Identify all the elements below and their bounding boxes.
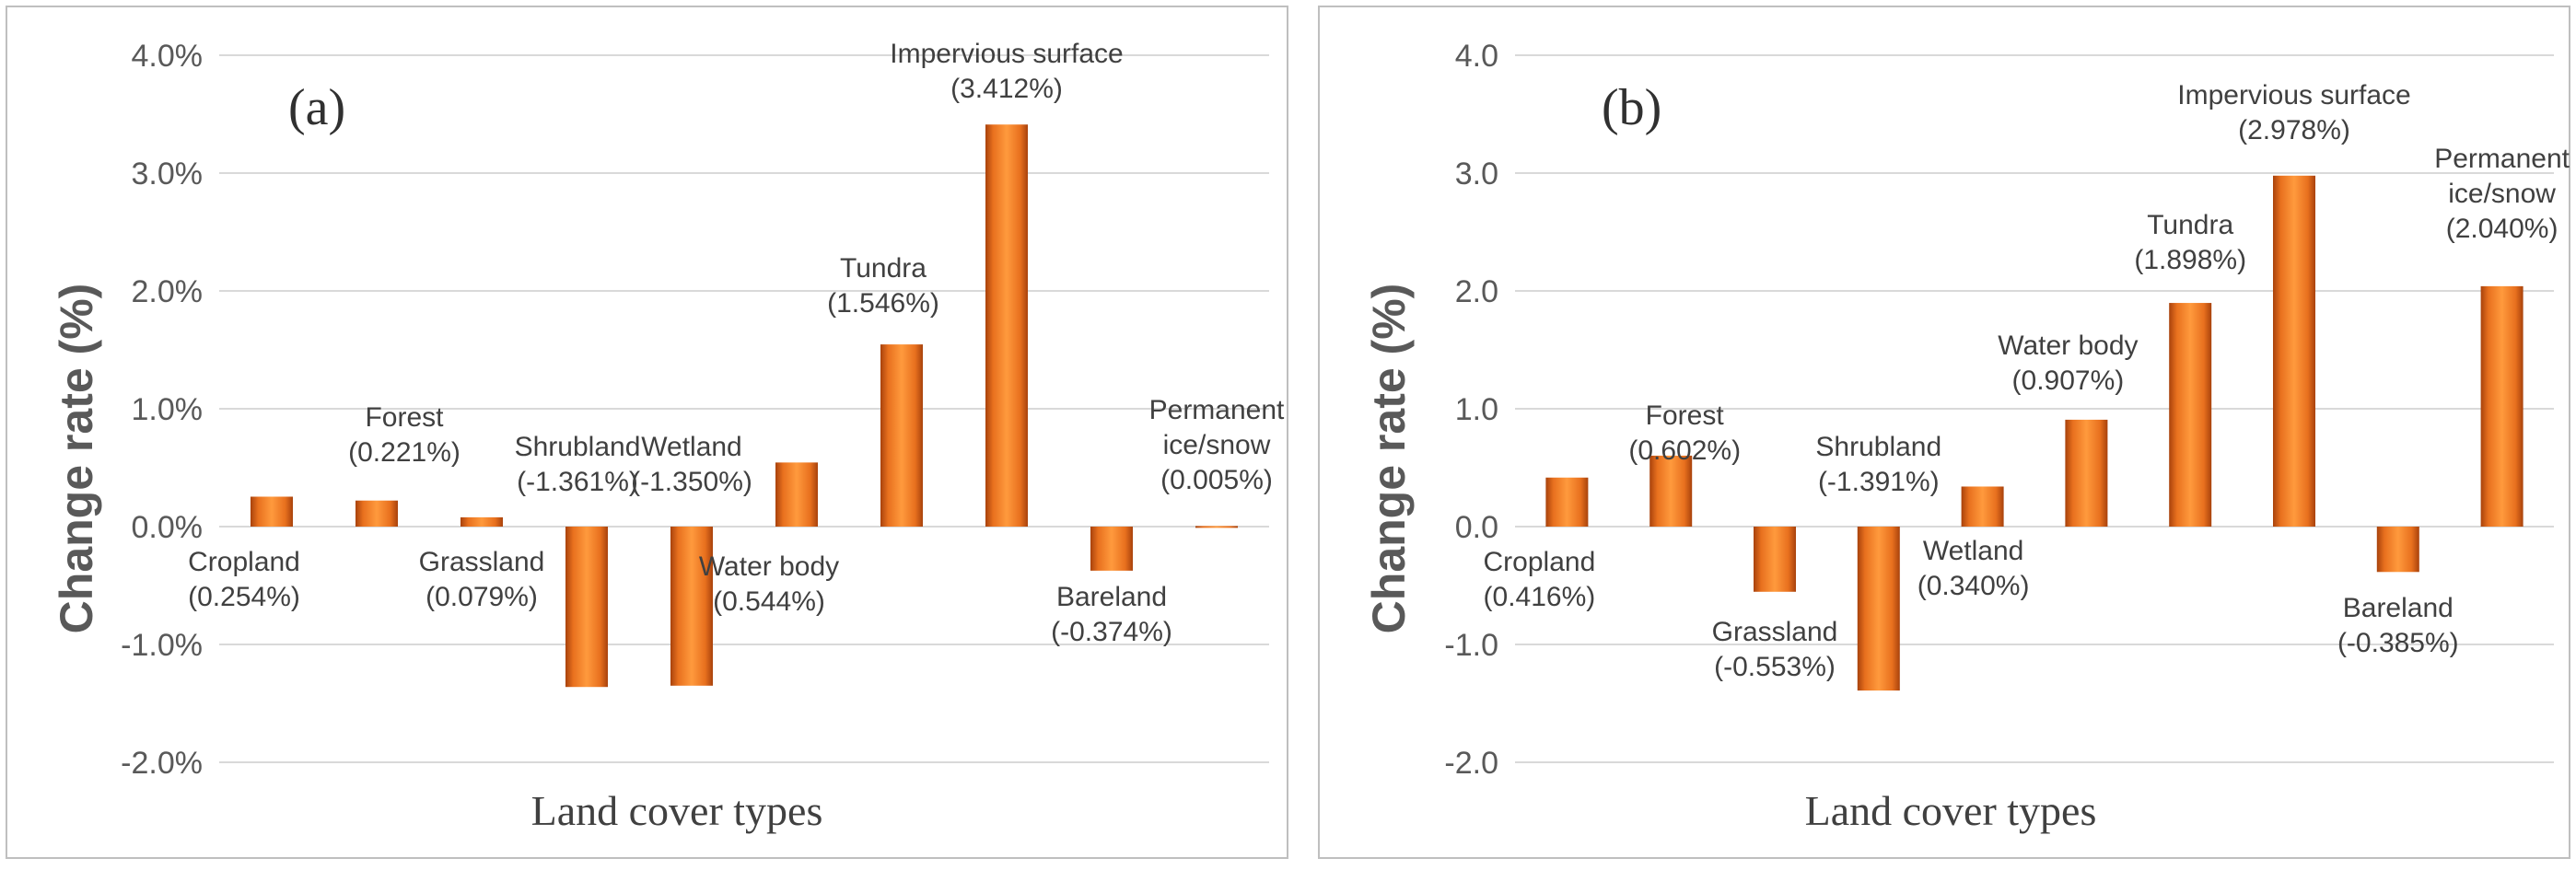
data-label-value: (2.040%) [2446,214,2559,244]
bar-wetland [670,527,713,686]
data-label-value: (-1.391%) [1818,467,1940,497]
bar-forest [1649,455,1693,527]
data-label-name: Bareland [2343,593,2454,623]
y-tick-label: 1.0 [1455,392,1498,427]
y-tick-label: -2.0 [1444,746,1498,781]
y-axis-label: Change rate (%) [1363,284,1415,634]
data-label-name: Wetland [1923,536,2024,566]
data-label-value: (-1.350%) [631,467,752,497]
y-tick-label: 0.0 [1455,510,1498,545]
data-label-value: (-0.553%) [1714,652,1836,682]
data-label-name: Impervious surface [2177,80,2410,110]
y-tick-label: 1.0% [132,392,204,427]
y-tick-label: 3.0% [132,157,204,191]
bar-tundra [880,344,923,527]
data-label-name: Bareland [1056,582,1167,612]
data-label-name: Water body [699,551,839,582]
data-label-value: (0.544%) [713,586,825,617]
data-label-name: Shrubland [515,432,641,462]
y-tick-label: 4.0% [132,39,204,74]
bar-shrubland [565,527,608,688]
chart-b: (b) Change rate (%) Land cover types -2.… [1363,39,2570,834]
chart-a: (a) Change rate (%) Land cover types -2.… [51,39,1285,834]
panel-tag: (a) [288,79,345,136]
bar-tundra [2169,303,2212,527]
data-label-value: (0.602%) [1628,435,1741,466]
data-label-name: Wetland [641,432,742,462]
data-label-value: (-0.374%) [1051,617,1172,647]
data-label-value: (2.978%) [2238,115,2350,145]
bar-impervious-surface [985,124,1028,527]
panel-tag: (b) [1602,79,1661,136]
data-label-name: Grassland [419,547,545,577]
data-label-name: Permanent [1149,395,1285,425]
data-label-name: Shrubland [1815,432,1941,462]
bar-grassland [1754,527,1796,592]
data-label-name: Water body [1998,331,2138,361]
data-label-name: Cropland [188,547,300,577]
y-tick-label: 2.0% [132,274,204,309]
data-label-value: (0.079%) [425,582,538,612]
data-label-name: ice/snow [2448,179,2556,209]
y-tick-label: -2.0% [121,746,203,781]
bar-grassland [460,516,503,527]
bar-forest [356,500,398,527]
bar-permanent-ice-snow [1195,526,1238,528]
x-axis-label: Land cover types [531,787,823,834]
data-label-value: (0.254%) [188,582,300,612]
data-label-name: Impervious surface [890,39,1123,69]
y-tick-label: 2.0 [1455,274,1498,309]
data-label-value: (0.340%) [1917,571,2030,601]
data-label-value: (-0.385%) [2337,628,2459,658]
bar-cropland [1545,477,1589,527]
data-label-value: (0.416%) [1484,582,1596,612]
y-tick-label: -1.0% [121,628,203,663]
bar-bareland [2376,527,2419,573]
data-label-value: (-1.361%) [517,467,638,497]
data-label-name: ice/snow [1163,430,1271,460]
y-tick-label: 0.0% [132,510,204,545]
y-axis-label: Change rate (%) [51,284,102,634]
bar-bareland [1090,527,1133,571]
chart-panel-b: (b) Change rate (%) Land cover types -2.… [1318,6,2570,859]
data-label-name: Forest [365,402,444,433]
bar-wetland [1961,486,2004,527]
bar-cropland [251,496,293,527]
data-label-value: (0.907%) [2012,365,2125,396]
data-label-value: (1.898%) [2134,245,2246,275]
data-label-name: Grassland [1712,617,1838,647]
y-tick-label: -1.0 [1444,628,1498,663]
data-label-name: Tundra [840,253,927,284]
data-label-value: (0.221%) [348,437,460,468]
y-tick-label: 3.0 [1455,157,1498,191]
bar-impervious-surface [2273,175,2315,528]
x-axis-label: Land cover types [1805,787,2097,834]
y-tick-label: 4.0 [1455,39,1498,74]
data-label-name: Cropland [1484,547,1596,577]
bar-shrubland [1857,527,1900,691]
bar-permanent-ice-snow [2480,285,2524,527]
chart-panel-a: (a) Change rate (%) Land cover types -2.… [6,6,1288,859]
bar-water-body [2065,419,2108,527]
data-label-value: (3.412%) [950,74,1063,104]
data-label-name: Forest [1646,400,1725,431]
data-label-name: Permanent [2434,144,2570,174]
data-label-name: Tundra [2147,210,2233,240]
data-label-value: (0.005%) [1160,465,1273,495]
bar-water-body [775,462,818,527]
data-label-value: (1.546%) [827,288,939,319]
